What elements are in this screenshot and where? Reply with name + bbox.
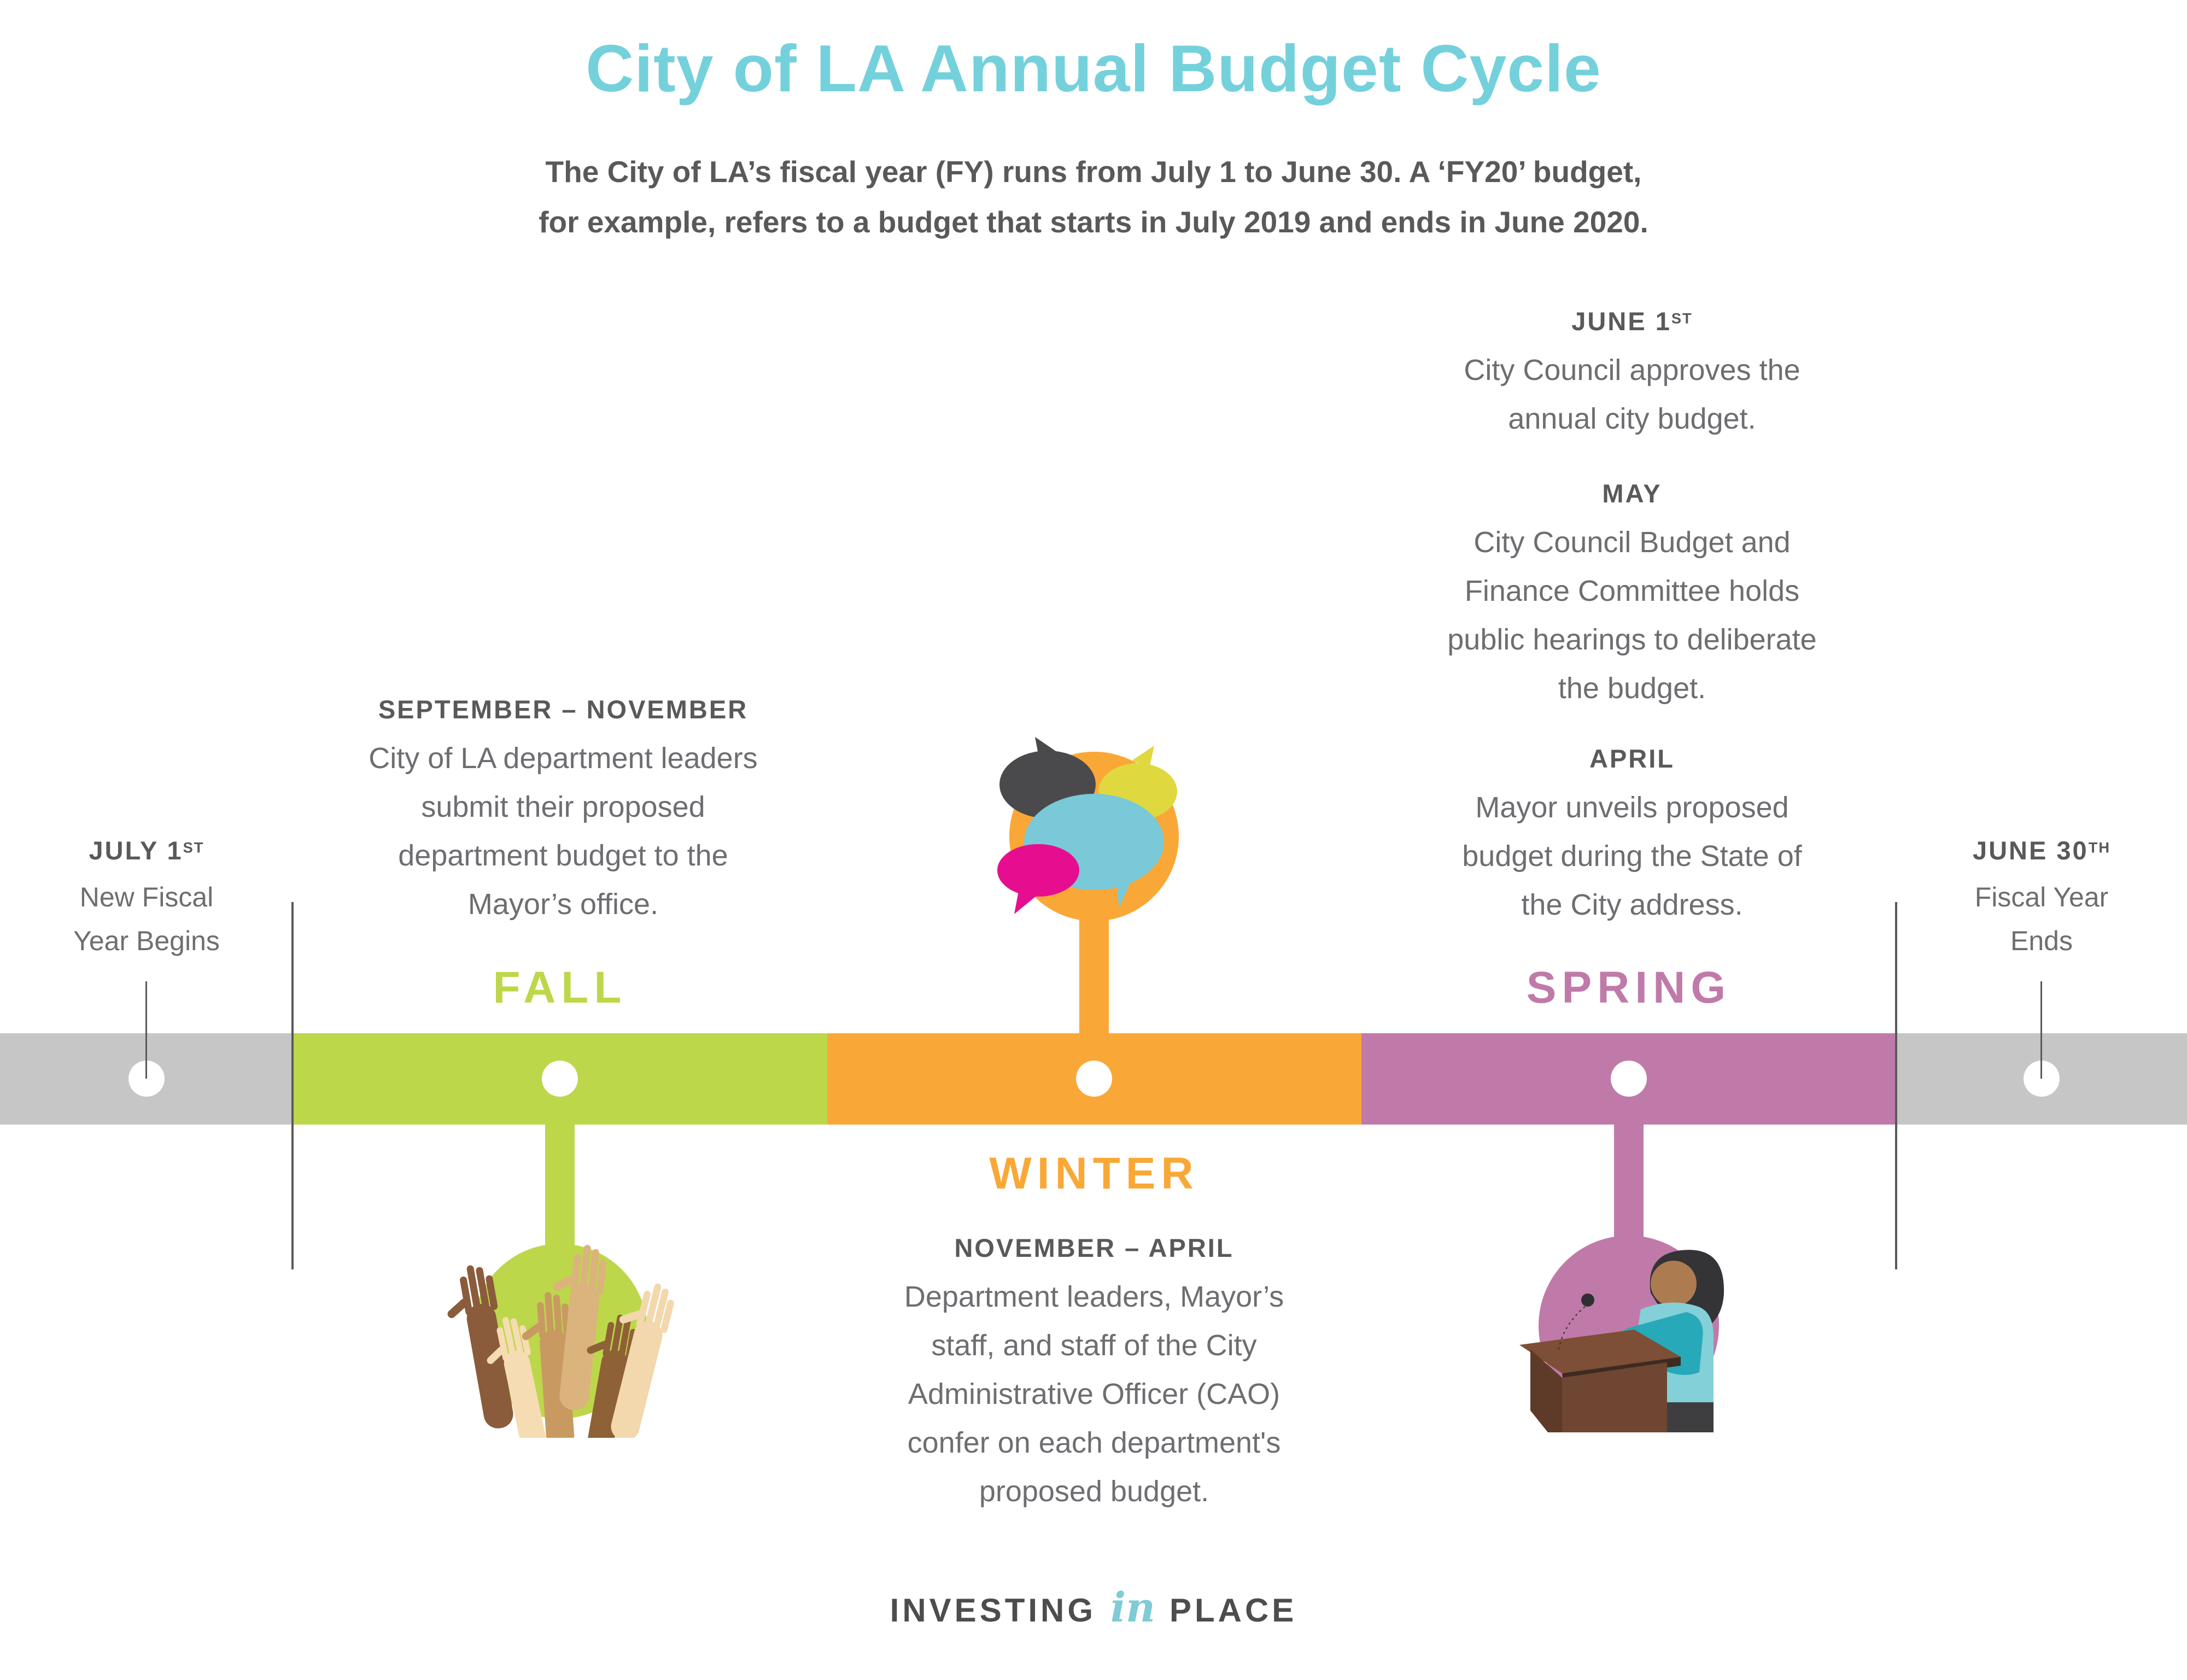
milestone-june1: JUNE 1ST City Council approves the annua… — [1359, 306, 1905, 443]
page-subtitle: The City of LA’s fiscal year (FY) runs f… — [383, 147, 1804, 247]
spring-end-divider-line — [1895, 902, 1897, 1269]
subtitle-line-2: for example, refers to a budget that sta… — [539, 205, 1648, 239]
logo-investing: INVESTING — [890, 1592, 1097, 1629]
fall-season-label: FALL — [493, 963, 627, 1012]
speech-bubbles-icon — [997, 737, 1179, 921]
milestone-winter: NOVEMBER – APRIL Department leaders, May… — [821, 1233, 1367, 1516]
fall-start-divider-line — [291, 902, 294, 1269]
raised-hands-icon — [438, 1242, 678, 1438]
milestone-may: MAY City Council Budget and Finance Comm… — [1359, 478, 1905, 713]
investing-in-place-logo: INVESTING in PLACE — [0, 1584, 2187, 1631]
milestone-winter-date: NOVEMBER – APRIL — [954, 1233, 1234, 1262]
timeline-dot-winter — [1076, 1061, 1112, 1097]
milestone-fall: SEPTEMBER – NOVEMBER City of LA departme… — [290, 694, 837, 929]
milestone-may-text: City Council Budget and Finance Committe… — [1447, 526, 1817, 705]
page-title: City of LA Annual Budget Cycle — [586, 31, 1601, 106]
start-marker-block: JULY 1ST New Fiscal Year Begins — [24, 835, 270, 963]
end-marker-date: JUNE 30TH — [1972, 836, 2111, 865]
milestone-may-date: MAY — [1602, 479, 1662, 508]
milestone-april-text: Mayor unveils proposed budget during the… — [1462, 791, 1802, 921]
logo-in: in — [1110, 1584, 1155, 1631]
end-marker-block: JUNE 30TH Fiscal Year Ends — [1919, 835, 2165, 963]
timeline-dot-fall — [542, 1061, 578, 1097]
end-marker-line — [2040, 981, 2042, 1079]
milestone-april-date: APRIL — [1589, 744, 1675, 773]
start-marker-text: New Fiscal Year Begins — [73, 882, 220, 956]
milestone-fall-date: SEPTEMBER – NOVEMBER — [378, 695, 749, 724]
end-suffix: TH — [2088, 839, 2111, 856]
milestone-april: APRIL Mayor unveils proposed budget duri… — [1359, 744, 1905, 929]
june1-suffix: ST — [1671, 309, 1693, 327]
timeline-dot-spring — [1611, 1061, 1647, 1097]
start-marker-date: JULY 1ST — [89, 836, 204, 865]
spring-season-label: SPRING — [1526, 963, 1732, 1012]
end-marker-text: Fiscal Year Ends — [1974, 882, 2109, 956]
logo-place: PLACE — [1169, 1592, 1297, 1629]
milestone-june1-text: City Council approves the annual city bu… — [1464, 354, 1800, 435]
milestone-winter-text: Department leaders, Mayor’s staff, and s… — [904, 1280, 1284, 1508]
winter-season-label: WINTER — [989, 1149, 1199, 1198]
milestone-fall-text: City of LA department leaders submit the… — [369, 742, 758, 921]
milestone-june1-date: JUNE 1ST — [1571, 307, 1693, 336]
mayor-podium-icon — [1519, 1236, 1724, 1432]
start-suffix: ST — [183, 839, 204, 856]
subtitle-line-1: The City of LA’s fiscal year (FY) runs f… — [545, 155, 1642, 189]
start-marker-line — [145, 981, 147, 1079]
